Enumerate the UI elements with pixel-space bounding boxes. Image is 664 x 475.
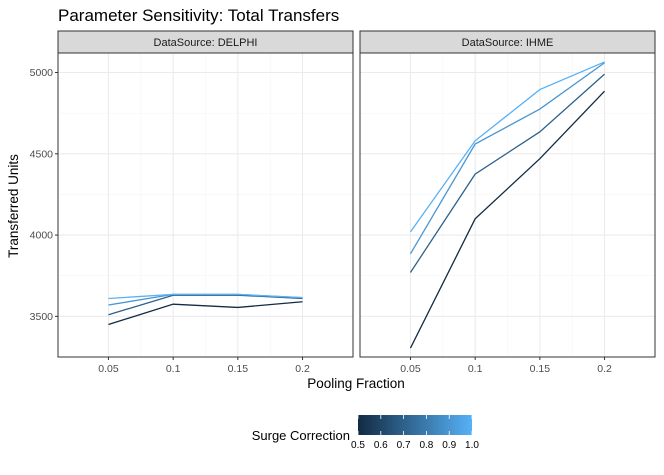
x-tick-label: 0.05 (98, 363, 119, 375)
y-tick-label: 5000 (30, 67, 54, 79)
facet-strip (57, 30, 354, 54)
x-axis-title: Pooling Fraction (307, 376, 405, 391)
y-tick-label: 3500 (30, 311, 54, 323)
legend-label: 0.8 (419, 440, 433, 451)
legend: Surge Correction 0.5 0.6 0.7 0.8 0.9 1.0 (252, 415, 479, 451)
chart-title: Parameter Sensitivity: Total Transfers (58, 6, 339, 25)
x-tick-label: 0.1 (166, 363, 181, 375)
facet-strip-label: DataSource: DELPHI (154, 37, 258, 49)
legend-colorbar (358, 415, 472, 435)
x-tick-label: 0.15 (530, 363, 551, 375)
facet-panel: DataSource: DELPHI 0.05 0.1 0.15 0.2 (57, 30, 354, 375)
x-tick-label: 0.2 (295, 363, 310, 375)
x-tick-label: 0.2 (597, 363, 612, 375)
legend-label: 0.9 (442, 440, 456, 451)
series-line (108, 294, 303, 316)
series-line (409, 73, 605, 273)
series-line (409, 61, 605, 233)
facet-strip (359, 30, 656, 54)
legend-label: 0.7 (397, 440, 411, 451)
y-axis-title: Transferred Units (6, 154, 21, 258)
facet-strip-label: DataSource: IHME (462, 37, 554, 49)
legend-label: 0.6 (374, 440, 388, 451)
legend-label: 1.0 (465, 440, 479, 451)
series-line (108, 293, 303, 300)
y-tick-label: 4500 (30, 148, 54, 160)
series-line (108, 301, 303, 326)
legend-label: 0.5 (351, 440, 365, 451)
x-tick-label: 0.15 (228, 363, 249, 375)
y-tick-label: 4000 (30, 230, 54, 242)
series-line (409, 90, 606, 349)
facet-panel: DataSource: IHME 0.05 0.1 0.15 0.2 (359, 30, 656, 375)
x-tick-label: 0.1 (468, 363, 483, 375)
x-tick-label: 0.05 (400, 363, 421, 375)
legend-title: Surge Correction (252, 428, 350, 443)
y-axis: 3500 4000 4500 5000 (30, 67, 58, 323)
series-line (409, 62, 605, 255)
